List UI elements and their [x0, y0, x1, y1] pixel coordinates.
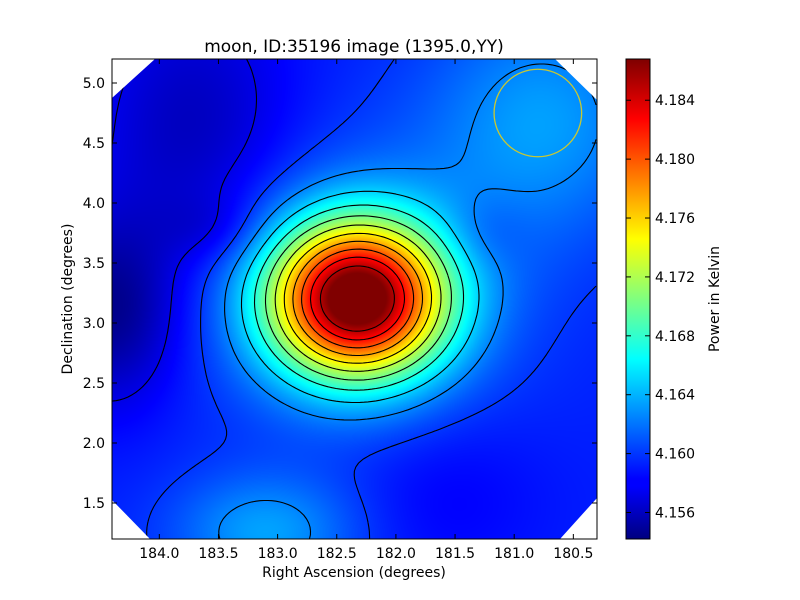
contour-line	[146, 59, 597, 539]
colorbar-gradient	[625, 58, 651, 540]
y-tick-label: 1.5	[83, 496, 105, 512]
colorbar-tick-label: 4.180	[655, 152, 695, 168]
contour-line	[292, 240, 424, 357]
y-tick-label: 4.5	[83, 136, 105, 152]
colorbar: 4.156 4.160 4.164 4.168 4.172 4.176 4.180 4.184…	[625, 58, 723, 540]
beam-circle	[493, 68, 583, 158]
x-tick-label: 182.0	[376, 546, 416, 562]
colorbar-tick-label: 4.176	[655, 211, 695, 227]
contour-line	[301, 248, 415, 349]
x-tick-label: 180.5	[553, 546, 593, 562]
x-tick-label: 181.5	[435, 546, 475, 562]
y-tick-label: 2.0	[83, 436, 105, 452]
colorbar-tick-label: 4.160	[655, 447, 695, 463]
plot-area	[112, 59, 597, 539]
colorbar-ticks: 4.156 4.160 4.164 4.168 4.172 4.176 4.180 4.184	[626, 93, 695, 521]
colorbar-tick-label: 4.168	[655, 329, 695, 345]
contour-lines	[112, 59, 597, 539]
colorbar-tick-label: 4.156	[655, 505, 695, 521]
contour-line	[283, 232, 433, 364]
y-tick-label: 2.5	[83, 376, 105, 392]
x-axis-label: Right Ascension (degrees)	[262, 565, 446, 581]
x-tick-label: 183.0	[258, 546, 298, 562]
heatmap-image	[112, 59, 597, 539]
contour-line	[319, 265, 395, 332]
colorbar-tick-label: 4.164	[655, 388, 695, 404]
colorbar-tick-label: 4.172	[655, 270, 695, 286]
y-tick-label: 3.5	[83, 256, 105, 272]
contour-line	[309, 256, 406, 341]
colorbar-label: Power in Kelvin	[707, 246, 723, 352]
contour-line	[253, 204, 465, 391]
contour-line	[240, 190, 480, 404]
y-axis-label: Declination (degrees)	[60, 224, 76, 375]
contour-line	[264, 215, 452, 381]
contour-line	[218, 63, 597, 539]
chart-title: moon, ID:35196 image (1395.0,YY)	[204, 37, 504, 57]
x-tick-label: 184.0	[139, 546, 179, 562]
y-tick-label: 4.0	[83, 196, 105, 212]
y-tick-label: 5.0	[83, 76, 105, 92]
x-tick-label: 183.5	[198, 546, 238, 562]
x-tick-label: 181.0	[494, 546, 534, 562]
y-axis: 1.5 2.0 2.5 3.0 3.5 4.0 4.5 5.0	[83, 76, 597, 512]
contour-line	[274, 224, 442, 372]
x-tick-label: 182.5	[317, 546, 357, 562]
colorbar-tick-label: 4.184	[655, 93, 695, 109]
x-axis: 184.0 183.5 183.0 182.5 182.0 181.5 181.0 180.5	[139, 59, 593, 562]
plot-frame	[111, 58, 598, 540]
y-tick-label: 3.0	[83, 316, 105, 332]
